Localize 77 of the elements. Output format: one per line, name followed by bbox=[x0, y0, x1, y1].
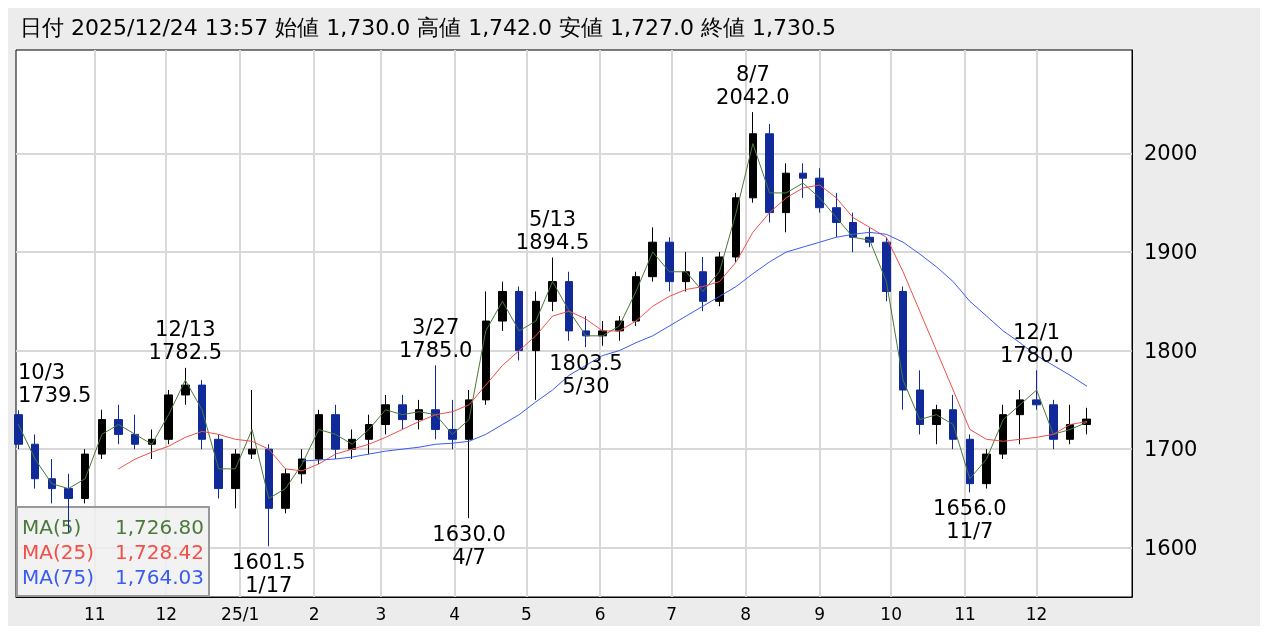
x-tick-label: 11 bbox=[954, 603, 976, 624]
candlestick bbox=[281, 468, 290, 514]
candlestick bbox=[131, 414, 139, 450]
candlestick bbox=[765, 123, 774, 223]
candlestick bbox=[899, 286, 907, 411]
candlestick bbox=[1032, 369, 1041, 411]
candlestick bbox=[982, 448, 991, 490]
line-series bbox=[17, 143, 1088, 499]
candlestick bbox=[498, 281, 507, 332]
text: MA(75) bbox=[22, 564, 94, 589]
annotation: 1,764.03 bbox=[114, 564, 204, 589]
y-tick-label: 2000 bbox=[1144, 141, 1198, 166]
x-tick-label: 8 bbox=[740, 603, 752, 624]
candlestick bbox=[1049, 399, 1058, 450]
candlestick bbox=[782, 162, 790, 233]
candlestick bbox=[164, 389, 173, 445]
annotation: 1656.0 11/7 bbox=[933, 496, 1007, 544]
annotation: 8/7 2042.0 bbox=[716, 61, 790, 109]
x-tick-label: 6 bbox=[594, 603, 606, 624]
candlestick bbox=[565, 271, 573, 342]
annotation: 1630.0 4/7 bbox=[432, 521, 506, 569]
text: MA(25) bbox=[22, 539, 94, 564]
candlestick bbox=[331, 404, 340, 460]
x-tick-label: 9 bbox=[814, 603, 826, 624]
line-series bbox=[118, 184, 1088, 472]
candlestick bbox=[916, 369, 924, 435]
candlestick bbox=[398, 394, 407, 430]
candlestick bbox=[81, 448, 89, 504]
x-tick-label: 25/1 bbox=[221, 603, 260, 624]
candlestick bbox=[882, 236, 891, 302]
annotation: 1601.5 1/17 bbox=[232, 549, 306, 597]
candlestick bbox=[515, 286, 523, 361]
candlestick bbox=[1016, 389, 1024, 445]
y-tick-label: 1900 bbox=[1144, 240, 1198, 265]
candlestick bbox=[932, 404, 941, 445]
x-tick-label: 2 bbox=[308, 603, 320, 624]
candlestick bbox=[248, 389, 256, 460]
annotation: 12/13 1782.5 bbox=[148, 317, 223, 365]
x-tick-label: 11 bbox=[83, 603, 106, 624]
candlestick bbox=[799, 162, 807, 199]
candlestick bbox=[265, 443, 273, 547]
annotation: 5/13 1894.5 bbox=[515, 206, 590, 254]
annotation: 10/3 1739.5 bbox=[18, 359, 92, 407]
candlestick bbox=[214, 433, 223, 499]
candlestick bbox=[98, 409, 106, 460]
candlestick bbox=[315, 409, 323, 465]
candlestick bbox=[665, 236, 674, 292]
candlestick bbox=[732, 192, 740, 263]
x-tick-label: 5 bbox=[520, 603, 532, 624]
candlestick bbox=[966, 433, 974, 494]
y-tick-label: 1700 bbox=[1144, 437, 1198, 462]
candlestick bbox=[532, 290, 540, 401]
x-tick-label: 12 bbox=[155, 603, 178, 624]
candlestick bbox=[949, 394, 957, 450]
candlestick bbox=[648, 226, 657, 283]
chart-title: 日付 2025/12/24 13:57 始値 1,730.0 高値 1,742.0 安値 1,727.0 終値 1,730.5 bbox=[20, 14, 837, 40]
x-tick-label: 3 bbox=[375, 603, 387, 624]
x-tick-label: 12 bbox=[1025, 603, 1048, 624]
candlestick bbox=[181, 367, 190, 406]
annotation: 1,726.80 bbox=[114, 514, 204, 539]
candlestick bbox=[381, 394, 390, 435]
candlestick bbox=[14, 409, 23, 450]
y-tick-label: 1600 bbox=[1144, 535, 1198, 560]
y-tick-label: 1800 bbox=[1144, 338, 1198, 363]
line-series bbox=[301, 231, 1088, 462]
candlestick bbox=[31, 433, 39, 490]
candlestick bbox=[682, 251, 690, 292]
candlestick bbox=[198, 379, 206, 450]
candlestick bbox=[749, 111, 757, 204]
x-tick-label: 4 bbox=[449, 603, 461, 624]
candlestick bbox=[632, 271, 640, 327]
candlestick bbox=[231, 448, 240, 509]
candlestick bbox=[482, 290, 490, 406]
annotation: 1,728.42 bbox=[114, 539, 204, 564]
x-tick-label: 7 bbox=[666, 603, 678, 624]
x-tick-label: 10 bbox=[880, 603, 902, 624]
annotation: 3/27 1785.0 bbox=[398, 314, 473, 362]
